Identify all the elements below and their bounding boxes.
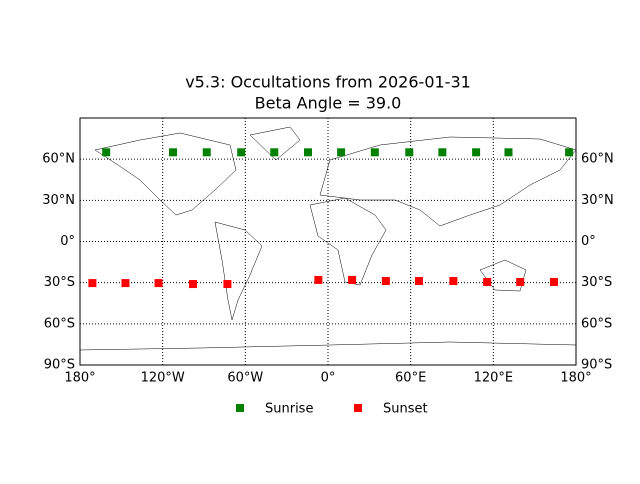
x-tick-label: 0°: [321, 371, 336, 386]
marker: [549, 277, 558, 286]
marker: [169, 148, 177, 157]
marker: [337, 148, 346, 157]
y-tick-label: 60°N: [42, 152, 75, 167]
south-america: [214, 221, 263, 321]
marker: [449, 277, 458, 286]
africa: [309, 197, 387, 286]
y-tick-label-right: 30°S: [581, 275, 612, 290]
y-tick-label: 30°N: [42, 193, 75, 208]
marker: [405, 148, 414, 157]
y-tick-label: 30°S: [44, 275, 75, 290]
x-tick-label: 120°E: [474, 371, 514, 386]
y-tick-label-right: 0°: [581, 234, 596, 249]
marker: [370, 148, 379, 157]
eurasia: [319, 136, 577, 227]
australia: [479, 259, 527, 292]
antarctica: [79, 341, 577, 351]
x-tick-label: 180°: [560, 371, 591, 386]
y-tick-label: 90°S: [44, 358, 75, 373]
marker: [223, 280, 232, 289]
chart-subtitle: Beta Angle = 39.0: [255, 94, 402, 113]
marker: [516, 277, 525, 286]
marker: [202, 148, 211, 157]
x-tick-label: 120°W: [141, 371, 185, 386]
y-tick-label-right: 90°S: [581, 358, 612, 373]
y-tick-label-right: 60°N: [581, 152, 614, 167]
legend-marker: [354, 404, 362, 412]
north-america: [94, 132, 237, 216]
marker: [188, 280, 197, 289]
marker: [438, 148, 447, 157]
y-tick-label-right: 60°S: [581, 316, 612, 331]
marker: [381, 277, 390, 286]
marker: [237, 148, 246, 157]
marker: [483, 277, 492, 286]
marker: [270, 148, 279, 157]
x-tick-label: 60°E: [395, 371, 426, 386]
marker: [565, 148, 574, 157]
marker: [88, 279, 97, 288]
x-tick-label: 180°: [64, 371, 95, 386]
x-tick-label: 60°W: [227, 371, 263, 386]
marker: [102, 148, 111, 157]
legend-marker: [236, 404, 244, 412]
y-tick-label-right: 30°N: [581, 193, 614, 208]
greenland: [249, 126, 301, 161]
marker: [472, 148, 481, 157]
marker: [314, 275, 323, 284]
marker: [348, 275, 357, 284]
chart-title: v5.3: Occultations from 2026-01-31: [185, 73, 471, 92]
legend-label: Sunrise: [265, 402, 313, 417]
y-tick-label: 60°S: [44, 316, 75, 331]
marker: [121, 279, 130, 288]
legend-label: Sunset: [383, 402, 428, 417]
marker: [304, 148, 313, 157]
marker: [504, 148, 513, 157]
y-tick-label: 0°: [60, 234, 75, 249]
marker: [154, 279, 163, 288]
marker: [414, 277, 423, 286]
